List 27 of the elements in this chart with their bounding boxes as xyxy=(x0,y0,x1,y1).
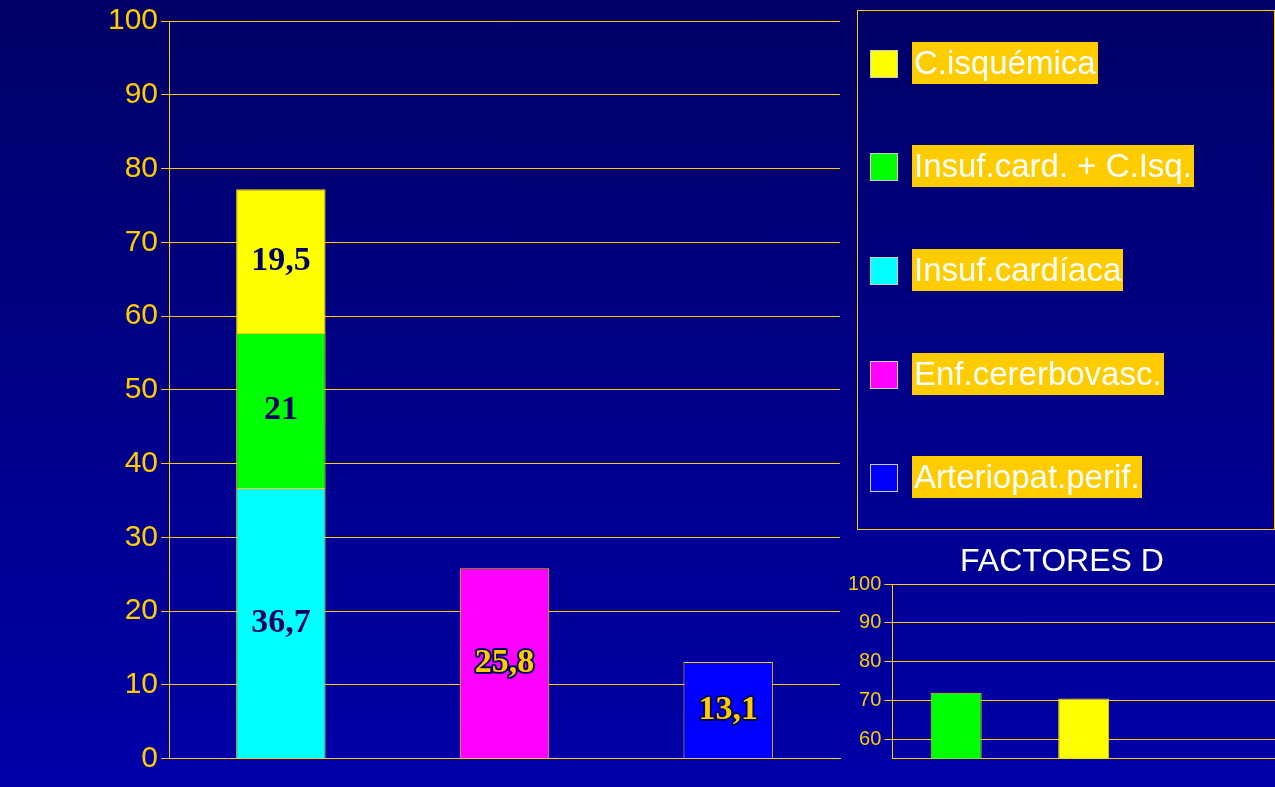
y-tick-label: 70 xyxy=(859,687,882,710)
data-label: 36,7 xyxy=(251,601,311,639)
y-tick-label: 90 xyxy=(124,76,159,110)
y-tick-label: 10 xyxy=(124,666,159,700)
y-tick-label: 30 xyxy=(124,518,159,552)
text: Insuf.cardíaca xyxy=(912,248,1124,291)
legend-label: Insuf.card. + C.Isq. xyxy=(912,145,1194,188)
data-label: 19,5 xyxy=(251,239,311,277)
y-tick-label: 100 xyxy=(107,2,159,36)
y-tick-label: 60 xyxy=(124,297,159,331)
y-tick-label: 80 xyxy=(859,649,882,672)
data-label: 21 xyxy=(263,389,298,427)
legend-label: Enf.cererbovasc. xyxy=(912,352,1164,395)
chart-title: FACTORES D xyxy=(960,542,1164,579)
legend-label: Arteriopat.perif. xyxy=(912,456,1142,499)
y-tick-label: 60 xyxy=(859,726,882,749)
y-tick-label: 70 xyxy=(124,223,159,257)
y-tick-label: 90 xyxy=(859,610,882,633)
y-tick-label: 40 xyxy=(124,444,159,478)
legend-label: C.isquémica xyxy=(912,41,1098,84)
y-tick-label: 20 xyxy=(124,592,159,626)
y-tick-label: 100 xyxy=(847,571,882,594)
y-tick-label: 80 xyxy=(124,149,159,183)
data-label: 13,1 xyxy=(698,688,758,726)
data-label: 25,8 xyxy=(474,641,535,679)
y-tick-label: 50 xyxy=(124,371,159,405)
y-tick-label: 0 xyxy=(141,739,159,773)
